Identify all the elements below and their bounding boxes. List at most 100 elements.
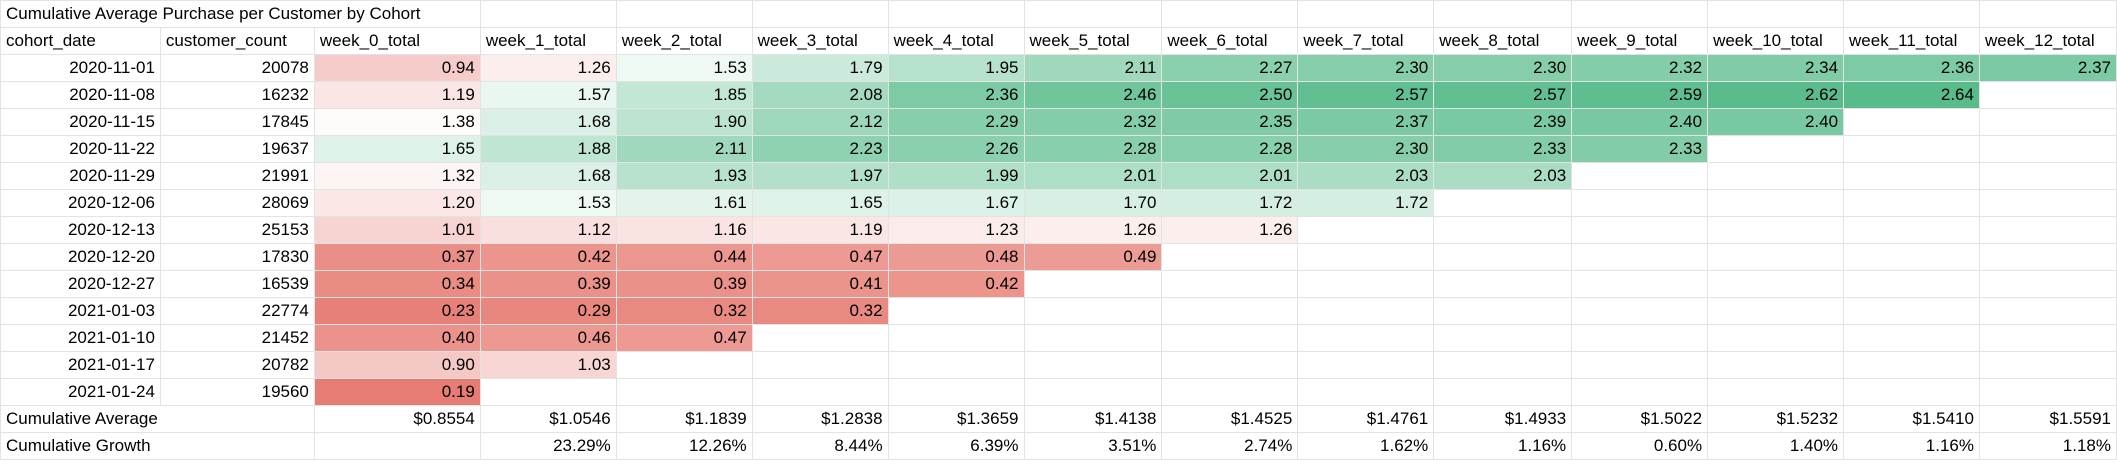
week-value-cell[interactable]: 0.49 [1023,243,1163,271]
week-value-cell[interactable]: 2.11 [1023,54,1163,82]
empty-cell[interactable] [615,351,753,379]
week-value-cell[interactable]: 0.37 [313,243,481,271]
empty-cell[interactable] [1843,351,1980,379]
week-value-cell[interactable]: 1.79 [751,54,889,82]
empty-cell[interactable] [1297,270,1435,298]
summary-value-cell[interactable]: $1.1839 [615,405,753,433]
customer-count-cell[interactable]: 16539 [159,270,315,298]
empty-cell[interactable] [1023,378,1163,406]
empty-cell[interactable] [1978,270,2117,298]
customer-count-cell[interactable]: 20782 [159,351,315,379]
empty-cell[interactable] [1978,297,2117,325]
empty-cell[interactable] [1571,189,1709,217]
week-value-cell[interactable]: 1.65 [751,189,889,217]
week-value-cell[interactable]: 2.40 [1707,108,1845,136]
empty-cell[interactable] [1023,270,1163,298]
week-value-cell[interactable]: 0.32 [751,297,889,325]
column-header[interactable]: week_12_total [1978,27,2117,55]
customer-count-cell[interactable]: 19637 [159,135,315,163]
week-value-cell[interactable]: 2.26 [887,135,1025,163]
customer-count-cell[interactable]: 22774 [159,297,315,325]
column-header[interactable]: week_0_total [313,27,481,55]
summary-value-cell[interactable]: 3.51% [1023,432,1163,460]
empty-cell[interactable] [1707,189,1845,217]
week-value-cell[interactable]: 0.19 [313,378,481,406]
cohort-date-cell[interactable]: 2020-12-20 [0,243,161,271]
empty-cell[interactable] [1571,243,1709,271]
empty-cell[interactable] [1707,270,1845,298]
empty-cell[interactable] [1978,378,2117,406]
customer-count-cell[interactable]: 20078 [159,54,315,82]
empty-cell[interactable] [1571,324,1709,352]
week-value-cell[interactable]: 0.41 [751,270,889,298]
summary-value-cell[interactable]: $1.5232 [1707,405,1845,433]
customer-count-cell[interactable]: 21991 [159,162,315,190]
week-value-cell[interactable]: 1.72 [1161,189,1299,217]
summary-value-cell[interactable]: $1.5022 [1571,405,1709,433]
empty-cell[interactable] [1297,324,1435,352]
column-header[interactable]: week_8_total [1433,27,1573,55]
empty-cell[interactable] [1297,297,1435,325]
cohort-date-cell[interactable]: 2020-11-01 [0,54,161,82]
week-value-cell[interactable]: 2.28 [1023,135,1163,163]
customer-count-cell[interactable]: 16232 [159,81,315,109]
cohort-date-cell[interactable]: 2020-11-15 [0,108,161,136]
week-value-cell[interactable]: 2.50 [1161,81,1299,109]
empty-cell[interactable] [1571,216,1709,244]
empty-cell[interactable] [1707,0,1845,28]
week-value-cell[interactable]: 0.40 [313,324,481,352]
empty-cell[interactable] [1707,297,1845,325]
week-value-cell[interactable]: 2.33 [1571,135,1709,163]
week-value-cell[interactable]: 0.23 [313,297,481,325]
week-value-cell[interactable]: 2.01 [1023,162,1163,190]
column-header[interactable]: week_1_total [479,27,617,55]
empty-cell[interactable] [1433,243,1573,271]
week-value-cell[interactable]: 1.53 [615,54,753,82]
week-value-cell[interactable]: 1.38 [313,108,481,136]
week-value-cell[interactable]: 0.32 [615,297,753,325]
cohort-date-cell[interactable]: 2020-11-08 [0,81,161,109]
week-value-cell[interactable]: 1.57 [479,81,617,109]
cohort-date-cell[interactable]: 2020-11-29 [0,162,161,190]
column-header[interactable]: week_9_total [1571,27,1709,55]
empty-cell[interactable] [1433,189,1573,217]
sheet-title[interactable]: Cumulative Average Purchase per Customer… [0,0,481,28]
empty-cell[interactable] [1161,351,1299,379]
column-header[interactable]: week_7_total [1297,27,1435,55]
empty-cell[interactable] [1843,189,1980,217]
summary-value-cell[interactable]: $0.8554 [313,405,481,433]
summary-value-cell[interactable]: $1.4933 [1433,405,1573,433]
empty-cell[interactable] [1433,0,1573,28]
week-value-cell[interactable]: 2.27 [1161,54,1299,82]
week-value-cell[interactable]: 1.85 [615,81,753,109]
week-value-cell[interactable]: 2.03 [1433,162,1573,190]
summary-value-cell[interactable]: 1.16% [1433,432,1573,460]
week-value-cell[interactable]: 1.97 [751,162,889,190]
summary-value-cell[interactable]: 1.18% [1978,432,2117,460]
summary-label[interactable]: Cumulative Average [0,405,315,433]
summary-value-cell[interactable]: 1.40% [1707,432,1845,460]
week-value-cell[interactable]: 2.03 [1297,162,1435,190]
week-value-cell[interactable]: 2.11 [615,135,753,163]
empty-cell[interactable] [751,324,889,352]
column-header[interactable]: week_10_total [1707,27,1845,55]
week-value-cell[interactable]: 1.23 [887,216,1025,244]
empty-cell[interactable] [1978,351,2117,379]
empty-cell[interactable] [1433,297,1573,325]
empty-cell[interactable] [1978,216,2117,244]
empty-cell[interactable] [1571,297,1709,325]
summary-value-cell[interactable]: 1.16% [1843,432,1980,460]
week-value-cell[interactable]: 2.39 [1433,108,1573,136]
week-value-cell[interactable]: 1.99 [887,162,1025,190]
empty-cell[interactable] [1707,162,1845,190]
week-value-cell[interactable]: 2.28 [1161,135,1299,163]
empty-cell[interactable] [887,324,1025,352]
week-value-cell[interactable]: 1.70 [1023,189,1163,217]
week-value-cell[interactable]: 0.90 [313,351,481,379]
empty-cell[interactable] [1707,243,1845,271]
empty-cell[interactable] [1161,270,1299,298]
week-value-cell[interactable]: 1.68 [479,108,617,136]
week-value-cell[interactable]: 1.61 [615,189,753,217]
empty-cell[interactable] [887,0,1025,28]
week-value-cell[interactable]: 1.65 [313,135,481,163]
